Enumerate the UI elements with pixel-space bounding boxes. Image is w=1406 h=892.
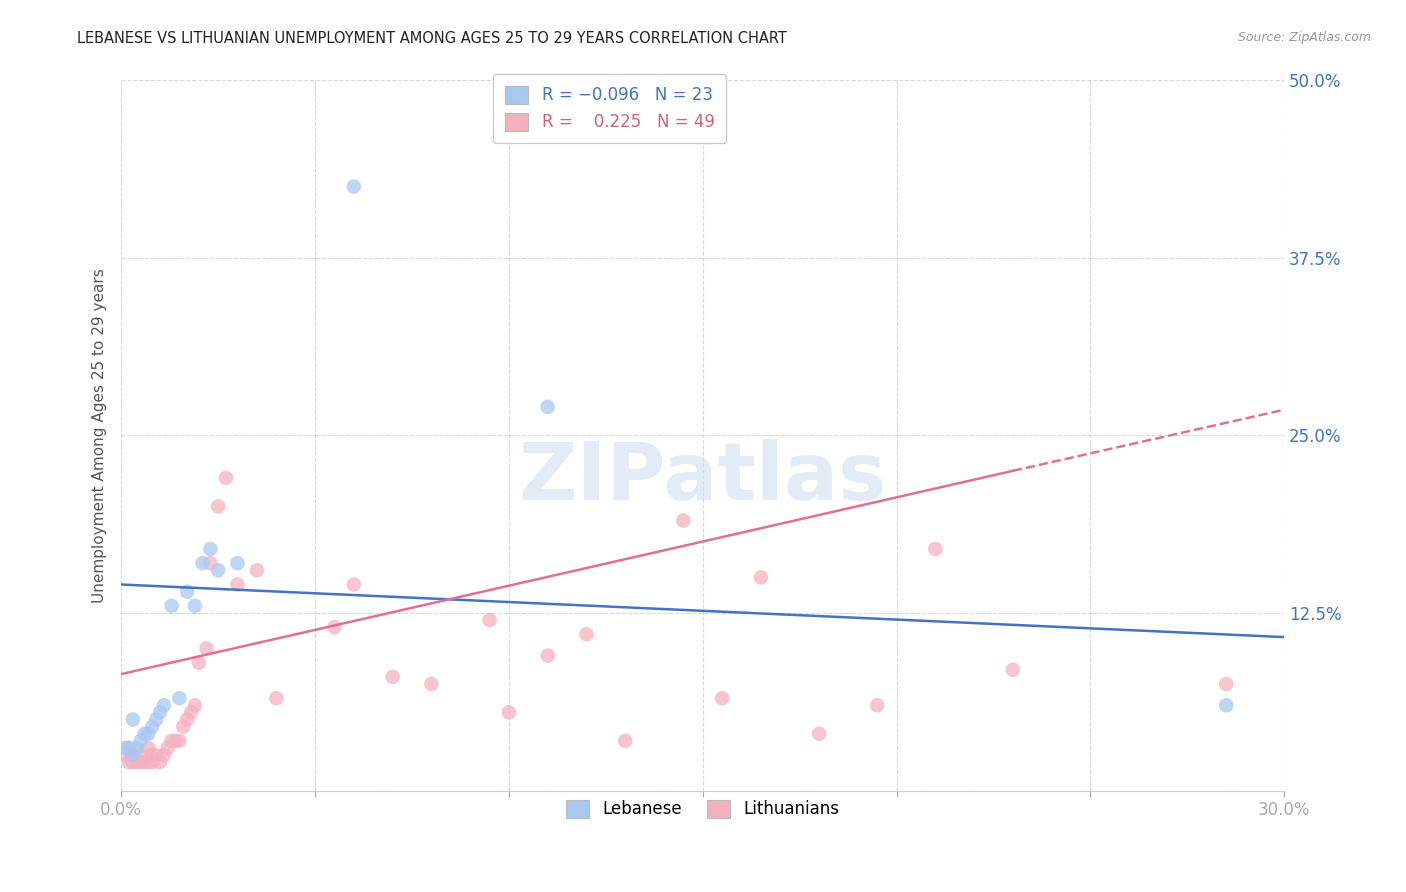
Point (226, 556, 249, 570)
Text: Source: ZipAtlas.com: Source: ZipAtlas.com (1237, 31, 1371, 45)
Point (187, 656, 209, 670)
Text: LEBANESE VS LITHUANIAN UNEMPLOYMENT AMONG AGES 25 TO 29 YEARS CORRELATION CHART: LEBANESE VS LITHUANIAN UNEMPLOYMENT AMON… (77, 31, 787, 46)
Point (323, 620, 346, 634)
Point (125, 755, 148, 769)
Point (118, 741, 141, 756)
Point (138, 741, 160, 756)
Point (145, 713, 167, 727)
Point (118, 741, 141, 756)
Point (138, 755, 160, 769)
Point (145, 747, 167, 762)
Point (114, 741, 136, 756)
Point (125, 741, 148, 756)
Point (191, 556, 214, 570)
Point (176, 713, 198, 727)
Point (121, 747, 143, 762)
Point (749, 570, 772, 584)
Point (165, 734, 187, 748)
Point (184, 599, 207, 613)
Point (381, 670, 404, 684)
Point (138, 727, 160, 741)
Point (200, 541, 222, 556)
Point (114, 747, 136, 762)
Point (537, 648, 560, 663)
Y-axis label: Unemployment Among Ages 25 to 29 years: Unemployment Among Ages 25 to 29 years (93, 268, 107, 603)
Point (160, 599, 183, 613)
Point (924, 541, 946, 556)
Legend: Lebanese, Lithuanians: Lebanese, Lithuanians (560, 793, 846, 825)
Point (129, 747, 152, 762)
Point (121, 713, 143, 727)
Point (866, 698, 889, 713)
Text: ZIPatlas: ZIPatlas (519, 439, 887, 517)
Point (118, 755, 141, 769)
Point (420, 677, 443, 691)
Point (343, 179, 366, 194)
Point (711, 691, 734, 706)
Point (169, 734, 191, 748)
Point (672, 514, 695, 528)
Point (200, 556, 222, 570)
Point (226, 577, 249, 591)
Point (141, 720, 163, 734)
Point (134, 727, 156, 741)
Point (184, 698, 207, 713)
Point (1001, 663, 1024, 677)
Point (1215, 698, 1237, 713)
Point (207, 500, 229, 514)
Point (343, 577, 366, 591)
Point (808, 727, 831, 741)
Point (537, 400, 560, 414)
Point (246, 563, 269, 577)
Point (141, 747, 163, 762)
Point (153, 747, 176, 762)
Point (149, 706, 172, 720)
Point (169, 691, 191, 706)
Point (160, 734, 183, 748)
Point (129, 734, 152, 748)
Point (478, 613, 501, 627)
Point (575, 627, 598, 641)
Point (1215, 677, 1237, 691)
Point (121, 747, 143, 762)
Point (129, 755, 152, 769)
Point (141, 755, 163, 769)
Point (153, 698, 176, 713)
Point (266, 691, 288, 706)
Point (180, 706, 202, 720)
Point (134, 755, 156, 769)
Point (172, 720, 194, 734)
Point (176, 584, 198, 599)
Point (149, 755, 172, 769)
Point (121, 755, 143, 769)
Point (156, 741, 179, 756)
Point (215, 471, 238, 485)
Point (614, 734, 637, 748)
Point (498, 706, 520, 720)
Point (195, 641, 218, 656)
Point (207, 563, 229, 577)
